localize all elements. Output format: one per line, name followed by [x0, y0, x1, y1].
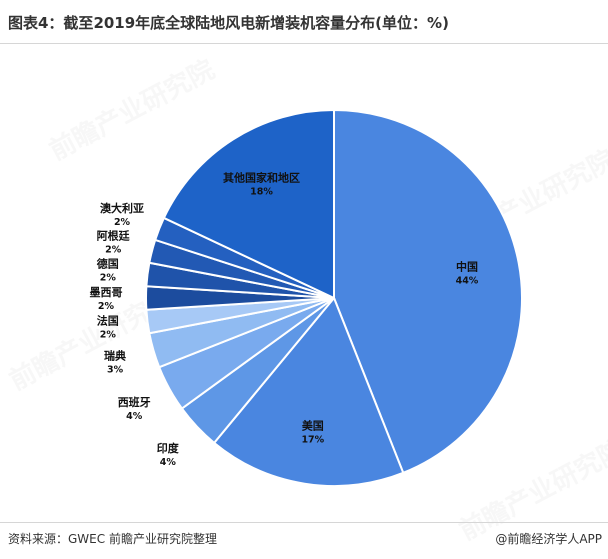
slice-value-label: 3%	[107, 365, 124, 376]
pie-slices	[145, 108, 523, 487]
slice-label: 法国	[97, 314, 119, 328]
slice-label: 阿根廷	[97, 228, 131, 242]
slice-label: 美国	[302, 419, 324, 433]
source-note: 资料来源：GWEC 前瞻产业研究院整理	[8, 532, 217, 546]
slice-label: 德国	[96, 256, 119, 270]
chart-title: 图表4：截至2019年底全球陆地风电新增装机容量分布(单位：%)	[8, 14, 449, 32]
slice-value-label: 2%	[98, 301, 115, 312]
footer-divider	[0, 522, 608, 523]
slice-label: 澳大利亚	[100, 201, 144, 215]
slice-label: 印度	[157, 441, 180, 455]
slice-value-label: 44%	[456, 276, 479, 287]
slice-label: 墨西哥	[90, 286, 123, 299]
slice-label: 中国	[456, 260, 478, 274]
pie-labels: 中国44%美国17%印度4%西班牙4%瑞典3%法国2%墨西哥2%德国2%阿根廷2…	[90, 171, 479, 468]
pie-slice	[162, 108, 335, 300]
slice-value-label: 2%	[105, 244, 122, 255]
slice-label: 西班牙	[118, 395, 151, 409]
slice-value-label: 17%	[301, 435, 324, 446]
slice-value-label: 2%	[114, 217, 131, 228]
slice-value-label: 2%	[100, 330, 117, 341]
slice-value-label: 2%	[100, 272, 117, 283]
pie-slice	[212, 296, 405, 487]
slice-label: 瑞典	[104, 349, 126, 363]
slice-value-label: 4%	[160, 457, 177, 468]
credit-note: @前瞻经济学人APP	[495, 532, 602, 546]
pie-slice	[333, 108, 523, 475]
slice-value-label: 18%	[250, 187, 273, 198]
title-divider	[0, 43, 608, 44]
slice-value-label: 4%	[126, 411, 143, 422]
slice-label: 其他国家和地区	[223, 171, 300, 185]
